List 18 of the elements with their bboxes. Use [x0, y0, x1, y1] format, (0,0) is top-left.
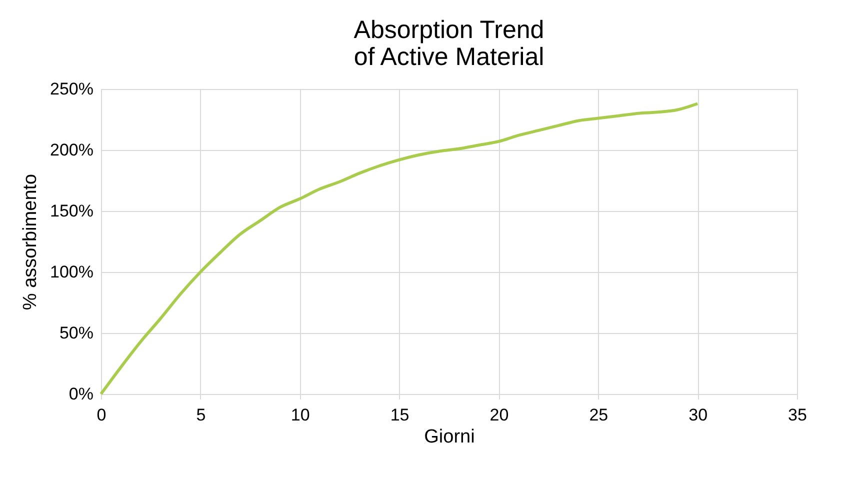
- x-axis-title: Giorni: [424, 426, 475, 448]
- x-tick-label: 25: [589, 406, 608, 424]
- y-tick-label: 0%: [68, 384, 94, 404]
- y-tick-label: 250%: [50, 80, 94, 98]
- chart-title: Absorption Trend of Active Material: [354, 16, 544, 71]
- y-axis-title: % assorbimento: [20, 174, 42, 310]
- y-tick-label: 150%: [50, 202, 94, 220]
- x-tick-label: 35: [788, 406, 807, 424]
- x-tick-label: 15: [390, 406, 410, 424]
- y-tick-label: 100%: [50, 262, 94, 282]
- x-tick-label: 0: [96, 406, 106, 424]
- line-series: [100, 102, 700, 396]
- x-tick-label: 30: [688, 406, 708, 424]
- x-tick-label: 5: [196, 406, 206, 424]
- x-tick-label: 10: [290, 406, 310, 424]
- y-tick-label: 50%: [59, 324, 94, 342]
- x-tick-label: 20: [490, 406, 509, 424]
- y-tick-label: 200%: [50, 140, 94, 160]
